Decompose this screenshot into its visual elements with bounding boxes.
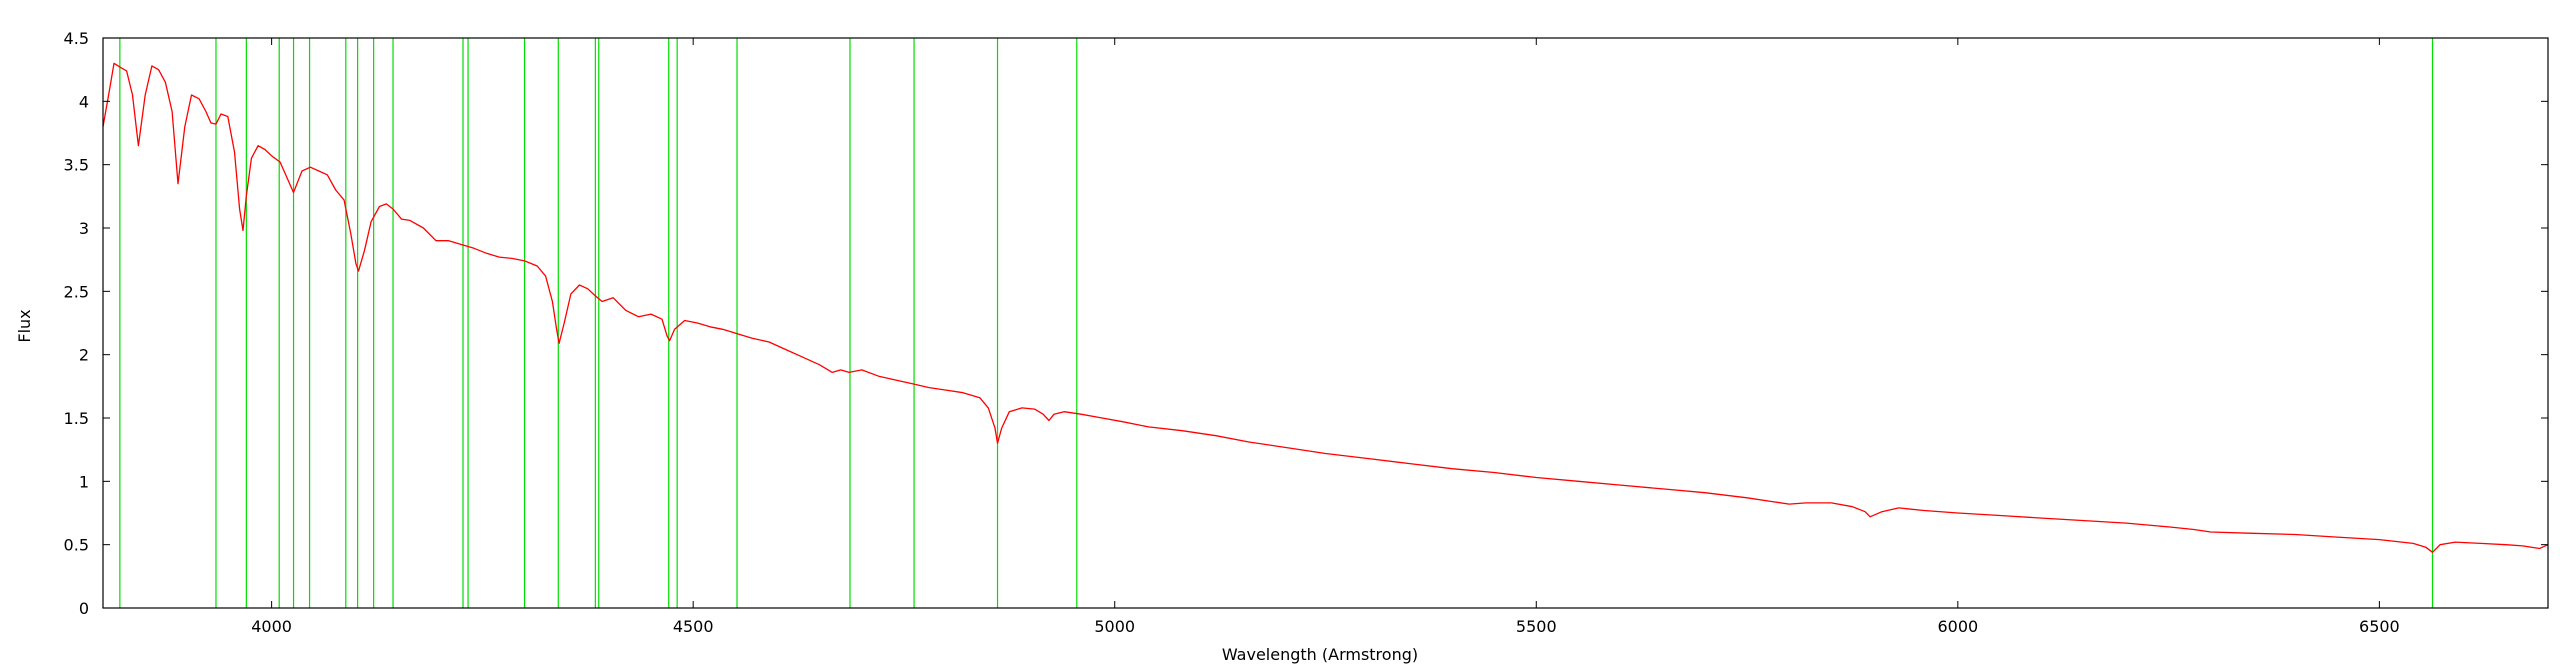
y-tick-label: 4.5 <box>64 29 89 48</box>
y-tick-label: 0.5 <box>64 536 89 555</box>
y-tick-label: 1.5 <box>64 409 89 428</box>
x-tick-label: 6000 <box>1937 617 1978 636</box>
y-tick-label: 2 <box>79 346 89 365</box>
x-tick-label: 4500 <box>673 617 714 636</box>
x-tick-label: 4000 <box>251 617 292 636</box>
x-tick-label: 5000 <box>1094 617 1135 636</box>
axis-ticks: 4000 4500 5000 5500 6000 6500 0 0.5 1 1.5 2 2.5 3 3.5… <box>64 29 2548 636</box>
x-tick-label: 6500 <box>2359 617 2400 636</box>
y-tick-label: 3 <box>79 219 89 238</box>
y-axis-label: Flux <box>15 309 34 342</box>
y-tick-label: 4 <box>79 92 89 111</box>
y-tick-label: 3.5 <box>64 156 89 175</box>
y-tick-label: 1 <box>79 472 89 491</box>
series-group <box>102 62 2549 553</box>
x-tick-label: 5500 <box>1516 617 1557 636</box>
plot-frame <box>102 37 2549 609</box>
y-tick-label: 2.5 <box>64 282 89 301</box>
y-tick-label: 0 <box>79 599 89 618</box>
reference-lines <box>119 38 2434 608</box>
x-axis-label: Wavelength (Armstrong) <box>1222 645 1418 664</box>
spectrum-line <box>102 62 2549 553</box>
